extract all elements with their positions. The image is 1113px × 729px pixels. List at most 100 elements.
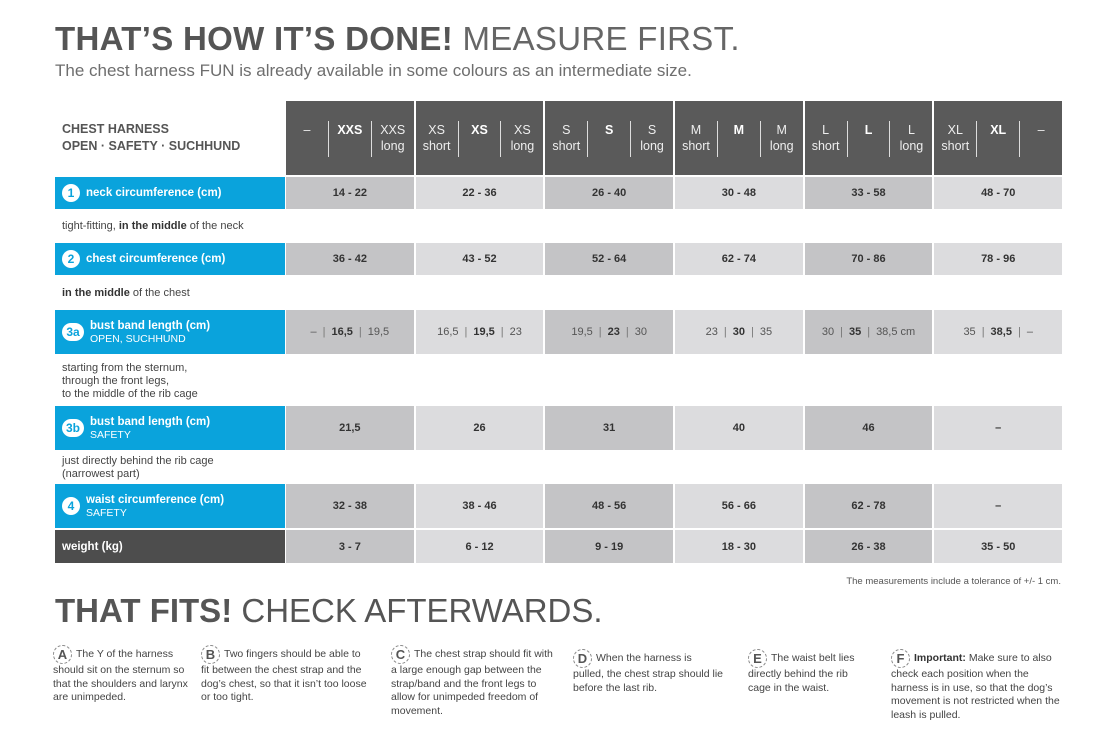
table-cell: 62 - 78	[804, 484, 933, 528]
table-cell: 26 - 40	[545, 177, 674, 209]
tip-letter-badge: B	[201, 645, 220, 664]
table-cell: 38 - 46	[415, 484, 544, 528]
bust-open-note: starting from the sternum, through the fr…	[62, 362, 198, 400]
fit-tip: D When the harness is pulled, the chest s…	[573, 649, 724, 694]
tip-letter-badge: E	[748, 649, 767, 668]
size-label: M	[718, 121, 761, 157]
table-cell: 33 - 58	[804, 177, 933, 209]
table-cell: 62 - 74	[675, 243, 803, 275]
size-label: S	[588, 121, 632, 157]
size-table: CHEST HARNESS OPEN · SAFETY · SUCHHUND –…	[55, 101, 1063, 563]
waist-label: 4 waist circumference (cm) SAFETY	[55, 484, 285, 528]
bust-open-label: 3a bust band length (cm) OPEN, SUCHHUND	[55, 310, 285, 354]
table-cell: 30 - 48	[675, 177, 803, 209]
section-title: THAT FITS! CHECK AFTERWARDS.	[55, 592, 603, 629]
bust-safety-row: 3b bust band length (cm) SAFETY 21,5 26 31 40…	[55, 406, 1063, 450]
table-cell: 3 - 7	[286, 530, 414, 563]
page-subtitle: The chest harness FUN is already availab…	[55, 61, 692, 80]
header-label: CHEST HARNESS OPEN · SAFETY · SUCHHUND	[62, 122, 241, 153]
neck-note: tight-fitting, in the middle of the neck	[62, 220, 244, 232]
size-group: – XXS XXS long	[286, 101, 414, 175]
bust-safety-label: 3b bust band length (cm) SAFETY	[55, 406, 285, 450]
step-number: 4	[62, 497, 80, 515]
neck-row: 1 neck circumference (cm) 14 - 22 22 - 36 2…	[55, 177, 1063, 209]
table-cell: 26	[415, 406, 544, 450]
chest-note: in the middle of the chest	[62, 287, 190, 299]
fit-tip: A The Y of the harness should sit on the …	[53, 645, 188, 703]
table-cell: 43 - 52	[415, 243, 544, 275]
size-label: –	[286, 121, 329, 157]
step-number: 1	[62, 184, 80, 202]
bust-safety-values: 21,5 26 31 40 46–	[286, 406, 1063, 450]
table-cell: 36 - 42	[286, 243, 414, 275]
table-cell: 48 - 70	[934, 177, 1063, 209]
table-cell: 40	[675, 406, 803, 450]
chest-label: 2 chest circumference (cm)	[55, 243, 285, 275]
table-cell: 70 - 86	[804, 243, 933, 275]
table-cell: –	[934, 406, 1063, 450]
table-cell: 23 | 30 | 35	[675, 310, 803, 354]
table-cell: 22 - 36	[415, 177, 544, 209]
step-number: 2	[62, 250, 80, 268]
table-cell: 78 - 96	[934, 243, 1063, 275]
table-header: CHEST HARNESS OPEN · SAFETY · SUCHHUND –…	[55, 101, 1063, 175]
table-cell: – | 16,5 | 19,5	[286, 310, 414, 354]
step-number: 3b	[62, 419, 84, 437]
fit-tip: C The chest strap should fit with a large…	[391, 645, 553, 717]
table-cell: 35 | 38,5 | –	[934, 310, 1063, 354]
weight-label: weight (kg)	[55, 530, 285, 563]
size-group: XS short XS XS long	[415, 101, 544, 175]
table-cell: –	[934, 484, 1063, 528]
table-cell: 32 - 38	[286, 484, 414, 528]
fit-tip: E The waist belt lies directly behind the…	[748, 649, 855, 694]
tip-letter-badge: A	[53, 645, 72, 664]
size-label: –	[1037, 123, 1045, 137]
table-cell: 9 - 19	[545, 530, 674, 563]
table-cell: 30 | 35 | 38,5 cm	[804, 310, 933, 354]
table-cell: 48 - 56	[545, 484, 674, 528]
table-cell: 6 - 12	[415, 530, 544, 563]
table-cell: 19,5 | 23 | 30	[545, 310, 674, 354]
bust-open-row: 3a bust band length (cm) OPEN, SUCHHUND – |…	[55, 310, 1063, 354]
table-cell: 26 - 38	[804, 530, 933, 563]
size-label: XS short	[416, 121, 459, 157]
table-cell: 14 - 22	[286, 177, 414, 209]
table-cell: 52 - 64	[545, 243, 674, 275]
page-title: THAT’S HOW IT’S DONE! MEASURE FIRST.	[55, 20, 740, 57]
table-cell: 31	[545, 406, 674, 450]
waist-row: 4 waist circumference (cm) SAFETY 32 - 38 3…	[55, 484, 1063, 528]
bust-safety-note: just directly behind the rib cage (narrow…	[62, 455, 214, 480]
table-cell: 35 - 50	[934, 530, 1063, 563]
table-cell: 18 - 30	[675, 530, 803, 563]
size-group: XL short XL –	[934, 101, 1063, 175]
size-label: L	[848, 121, 891, 157]
step-number: 3a	[62, 323, 84, 341]
fit-tip: F Important: Make sure to also check each…	[891, 649, 1060, 721]
size-label: XXS	[329, 121, 372, 157]
waist-values: 32 - 38 38 - 46 48 - 56 56 - 66 62 - 78–	[286, 484, 1063, 528]
size-label: XL	[977, 121, 1021, 157]
table-cell: 16,5 | 19,5 | 23	[415, 310, 544, 354]
chest-row: 2 chest circumference (cm) 36 - 42 43 - 52…	[55, 243, 1063, 275]
fit-tip: B Two fingers should be able to fit betwe…	[201, 645, 367, 703]
table-cell: 21,5	[286, 406, 414, 450]
size-label: XXS long	[380, 123, 406, 153]
size-label: XS long	[510, 123, 535, 153]
tip-letter-badge: D	[573, 649, 592, 668]
size-label: XL short	[934, 121, 978, 157]
tolerance-note: The measurements include a tolerance of …	[846, 576, 1061, 587]
neck-label: 1 neck circumference (cm)	[55, 177, 285, 209]
table-cell: 46	[804, 406, 933, 450]
tip-letter-badge: C	[391, 645, 410, 664]
